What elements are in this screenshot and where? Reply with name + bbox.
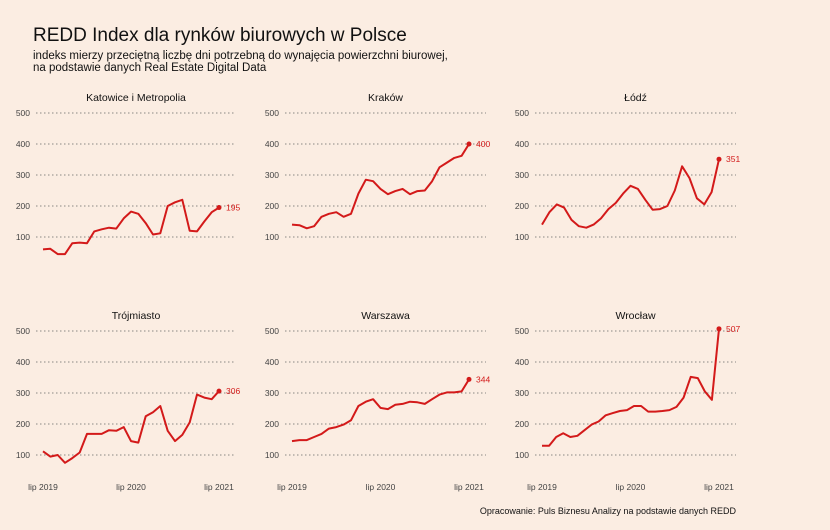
end-point-katowice-i-metropolia bbox=[216, 205, 222, 211]
end-value-label-warszawa: 344 bbox=[476, 374, 490, 384]
y-tick-label-warszawa-300: 300 bbox=[265, 388, 279, 398]
panel-title-wroclaw: Wrocław bbox=[615, 310, 655, 322]
series-line-wroclaw bbox=[542, 328, 720, 447]
end-value-label-wroclaw: 507 bbox=[726, 324, 740, 334]
end-point-lodz bbox=[716, 156, 722, 162]
y-tick-label-krakow-400: 400 bbox=[265, 139, 279, 149]
y-tick-label-trojmiasto-500: 500 bbox=[16, 326, 30, 336]
y-tick-label-trojmiasto-300: 300 bbox=[16, 388, 30, 398]
y-tick-label-wroclaw-200: 200 bbox=[515, 419, 529, 429]
panel-title-katowice-i-metropolia: Katowice i Metropolia bbox=[86, 92, 186, 104]
x-tick-label-col3-3: lip 2021 bbox=[704, 482, 734, 492]
end-value-label-katowice-i-metropolia: 195 bbox=[226, 203, 240, 213]
y-tick-label-krakow-100: 100 bbox=[265, 232, 279, 242]
x-tick-label-col1-1: lip 2019 bbox=[28, 482, 58, 492]
y-tick-label-trojmiasto-400: 400 bbox=[16, 357, 30, 367]
y-tick-label-trojmiasto-200: 200 bbox=[16, 419, 30, 429]
y-tick-label-krakow-300: 300 bbox=[265, 170, 279, 180]
end-value-label-lodz: 351 bbox=[726, 154, 740, 164]
end-point-trojmiasto bbox=[216, 388, 222, 394]
end-point-krakow bbox=[466, 141, 472, 147]
series-line-lodz bbox=[541, 158, 720, 229]
y-tick-label-krakow-200: 200 bbox=[265, 201, 279, 211]
end-value-label-trojmiasto: 306 bbox=[226, 386, 240, 396]
y-tick-label-krakow-500: 500 bbox=[265, 108, 279, 118]
y-tick-label-lodz-200: 200 bbox=[515, 201, 529, 211]
x-tick-label-col2-2: lip 2020 bbox=[366, 482, 396, 492]
y-tick-label-katowice-i-metropolia-400: 400 bbox=[16, 139, 30, 149]
y-tick-label-wroclaw-100: 100 bbox=[515, 450, 529, 460]
chart-subtitle-line-2: na podstawie danych Real Estate Digital … bbox=[33, 62, 267, 74]
panel-title-trojmiasto: Trójmiasto bbox=[112, 310, 161, 322]
y-tick-label-katowice-i-metropolia-500: 500 bbox=[16, 108, 30, 118]
y-tick-label-lodz-400: 400 bbox=[515, 139, 529, 149]
y-tick-label-lodz-300: 300 bbox=[515, 170, 529, 180]
x-tick-label-col1-2: lip 2020 bbox=[116, 482, 146, 492]
source-caption: Opracowanie: Puls Biznesu Analizy na pod… bbox=[479, 506, 736, 516]
y-tick-label-katowice-i-metropolia-300: 300 bbox=[16, 170, 30, 180]
y-tick-label-warszawa-100: 100 bbox=[265, 450, 279, 460]
panel-title-lodz: Łódź bbox=[624, 92, 647, 104]
series-line-katowice-i-metropolia bbox=[42, 198, 220, 256]
y-tick-label-lodz-500: 500 bbox=[515, 108, 529, 118]
series-line-warszawa bbox=[291, 378, 470, 443]
y-tick-label-katowice-i-metropolia-100: 100 bbox=[16, 232, 30, 242]
y-tick-label-wroclaw-300: 300 bbox=[515, 388, 529, 398]
series-line-trojmiasto bbox=[42, 390, 220, 464]
x-tick-label-col2-3: lip 2021 bbox=[454, 482, 484, 492]
panel-title-warszawa: Warszawa bbox=[361, 310, 410, 322]
end-point-warszawa bbox=[466, 376, 472, 382]
series-line-krakow bbox=[291, 143, 470, 230]
y-tick-label-warszawa-200: 200 bbox=[265, 419, 279, 429]
y-tick-label-lodz-100: 100 bbox=[515, 232, 529, 242]
y-tick-label-warszawa-400: 400 bbox=[265, 357, 279, 367]
y-tick-label-warszawa-500: 500 bbox=[265, 326, 279, 336]
chart-title: REDD Index dla rynków biurowych w Polsce bbox=[33, 25, 407, 46]
end-point-wroclaw bbox=[716, 326, 722, 332]
end-value-label-krakow: 400 bbox=[476, 139, 490, 149]
x-tick-label-col1-3: lip 2021 bbox=[204, 482, 234, 492]
chart-subtitle-line-1: indeks mierzy przeciętną liczbę dni potr… bbox=[33, 50, 448, 62]
y-tick-label-wroclaw-500: 500 bbox=[515, 326, 529, 336]
y-tick-label-trojmiasto-100: 100 bbox=[16, 450, 30, 460]
y-tick-label-wroclaw-400: 400 bbox=[515, 357, 529, 367]
panel-title-krakow: Kraków bbox=[368, 92, 403, 104]
x-tick-label-col2-1: lip 2019 bbox=[277, 482, 307, 492]
x-tick-label-col3-2: lip 2020 bbox=[616, 482, 646, 492]
x-tick-label-col3-1: lip 2019 bbox=[527, 482, 557, 492]
y-tick-label-katowice-i-metropolia-200: 200 bbox=[16, 201, 30, 211]
